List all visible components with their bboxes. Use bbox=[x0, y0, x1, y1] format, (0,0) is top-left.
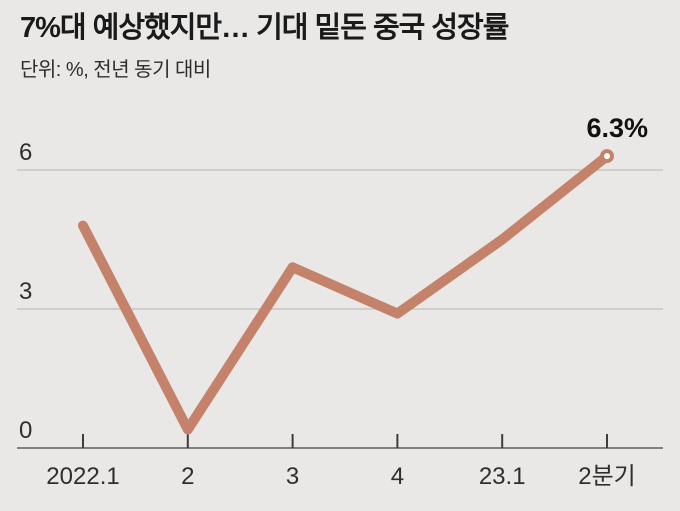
x-axis-labels: 2022.1 2 3 4 23.1 2분기 bbox=[46, 463, 635, 490]
x-axis-label-q3: 3 bbox=[286, 463, 299, 490]
gridlines bbox=[17, 169, 663, 449]
x-axis-ticks bbox=[82, 434, 608, 448]
x-axis-label-q4: 4 bbox=[391, 463, 404, 490]
x-axis-label-2023q2: 2분기 bbox=[578, 463, 636, 490]
y-axis-label-6: 6 bbox=[19, 139, 32, 166]
x-axis-label-2023q1: 23.1 bbox=[479, 463, 526, 490]
y-axis-label-0: 0 bbox=[19, 417, 32, 444]
y-axis-labels: 0 3 6 bbox=[19, 139, 32, 444]
chart-unit-note: 단위: %, 전년 동기 대비 bbox=[20, 59, 211, 81]
endpoint-open-circle-marker bbox=[600, 149, 614, 164]
endpoint-value-label: 6.3% bbox=[586, 113, 648, 143]
y-axis-label-3: 3 bbox=[19, 278, 32, 305]
x-axis-label-2022q1: 2022.1 bbox=[46, 463, 119, 490]
growth-rate-series-line bbox=[78, 151, 612, 435]
x-axis-label-q2: 2 bbox=[181, 463, 194, 490]
chart-title: 7%대 예상했지만… 기대 밑돈 중국 성장률 bbox=[20, 12, 509, 44]
